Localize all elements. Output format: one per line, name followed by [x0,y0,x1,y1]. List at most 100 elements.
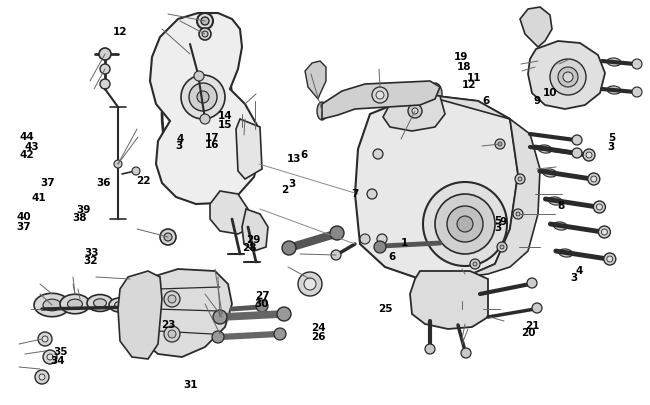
Ellipse shape [543,170,557,178]
Ellipse shape [60,294,90,314]
Text: 22: 22 [136,176,151,186]
Text: 2: 2 [281,185,288,194]
Circle shape [470,259,480,269]
Circle shape [457,216,473,232]
Circle shape [632,88,642,98]
Circle shape [42,336,48,342]
Text: 29: 29 [246,235,260,245]
Circle shape [202,32,208,38]
Polygon shape [355,95,518,279]
Circle shape [518,177,522,181]
Polygon shape [420,95,540,277]
Circle shape [367,190,377,200]
Text: 40: 40 [16,212,31,222]
Text: 4: 4 [575,266,582,275]
Circle shape [39,374,45,380]
Text: 31: 31 [183,379,198,389]
Polygon shape [210,192,248,234]
Text: 6: 6 [389,251,396,261]
Text: 34: 34 [51,355,65,364]
Circle shape [164,233,172,241]
Circle shape [527,278,537,288]
Text: 19: 19 [454,52,468,62]
Text: 3: 3 [288,179,295,188]
Circle shape [563,73,573,83]
Circle shape [99,49,111,61]
Polygon shape [132,269,232,357]
Circle shape [282,241,296,256]
Text: 32: 32 [83,256,98,265]
Text: 8: 8 [558,201,565,211]
Text: 21: 21 [525,320,540,330]
Text: 24: 24 [311,322,325,332]
Text: 13: 13 [287,154,302,164]
Circle shape [274,328,286,340]
Circle shape [168,295,176,303]
Circle shape [100,65,110,75]
Ellipse shape [114,302,125,309]
Circle shape [304,278,316,290]
Polygon shape [150,14,260,205]
Text: 15: 15 [218,120,232,130]
Circle shape [164,291,180,307]
Text: 36: 36 [96,177,110,187]
Circle shape [164,326,180,342]
Text: 41: 41 [31,193,46,202]
Circle shape [500,245,504,249]
Text: 4: 4 [177,134,184,144]
Polygon shape [305,62,326,100]
Text: 25: 25 [378,304,393,313]
Circle shape [495,140,505,149]
Ellipse shape [94,299,107,307]
Text: 17: 17 [205,133,220,143]
Circle shape [100,80,110,90]
Text: 20: 20 [521,327,536,337]
Circle shape [515,175,525,185]
Text: 27: 27 [255,290,270,300]
Circle shape [572,149,582,159]
Circle shape [38,332,52,346]
Text: 30: 30 [255,298,269,308]
Ellipse shape [109,298,131,312]
Polygon shape [528,42,605,110]
Ellipse shape [429,151,467,178]
Text: 18: 18 [457,62,471,72]
Circle shape [330,226,344,241]
Polygon shape [242,209,268,252]
Circle shape [473,262,477,266]
Circle shape [376,92,384,100]
Polygon shape [410,271,488,329]
Circle shape [160,230,176,245]
Circle shape [374,241,386,254]
Circle shape [114,161,122,168]
Circle shape [593,202,605,213]
Text: 3: 3 [608,142,615,151]
Circle shape [513,209,523,220]
Circle shape [277,307,291,321]
Text: 9: 9 [499,217,506,227]
Ellipse shape [607,59,621,67]
Ellipse shape [559,249,573,258]
Text: 9: 9 [533,96,540,105]
Circle shape [377,234,387,244]
Ellipse shape [538,145,552,154]
Circle shape [572,136,582,146]
Circle shape [607,256,613,262]
Circle shape [298,272,322,296]
Circle shape [199,29,211,41]
Circle shape [197,14,213,30]
Circle shape [35,370,49,384]
Circle shape [550,60,586,96]
Ellipse shape [87,295,113,312]
Circle shape [558,68,578,88]
Text: 7: 7 [351,188,358,198]
Circle shape [604,254,616,265]
Circle shape [591,177,597,183]
Circle shape [181,76,225,120]
Polygon shape [520,8,552,48]
Circle shape [532,303,542,313]
Text: 35: 35 [53,347,68,356]
Circle shape [498,143,502,147]
Circle shape [447,207,483,243]
Text: 3: 3 [570,273,577,282]
